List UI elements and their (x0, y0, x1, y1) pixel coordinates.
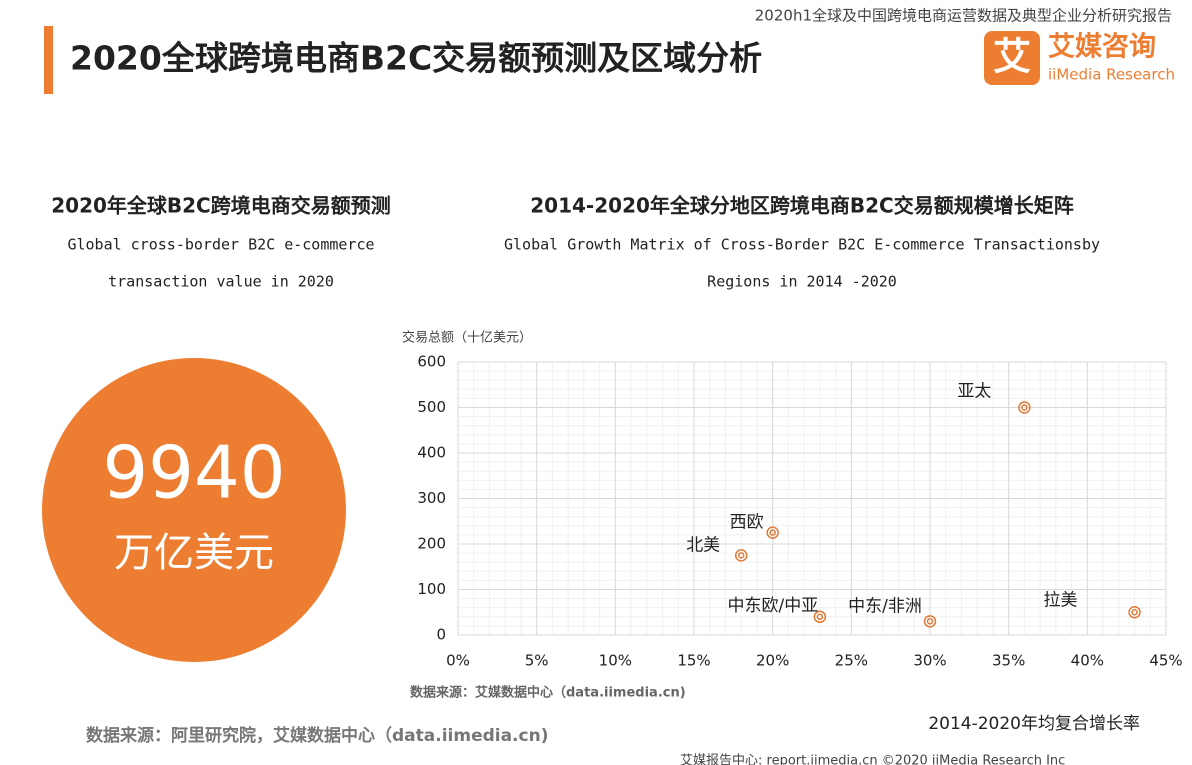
x-tick-label: 25% (835, 652, 868, 670)
y-tick-label: 200 (417, 535, 446, 553)
x-tick-label: 35% (992, 652, 1025, 670)
y-tick-label: 400 (417, 444, 446, 462)
x-tick-label: 40% (1071, 652, 1104, 670)
point-ring (1018, 401, 1031, 414)
chart-source: 数据来源：艾媒数据中心（data.iimedia.cn) (410, 685, 686, 701)
point-label: 中东欧/中亚 (727, 596, 818, 616)
logo-mark: 艾 (993, 35, 1031, 79)
y-tick-label: 0 (436, 626, 446, 644)
x-tick-label: 20% (756, 652, 789, 670)
point-ring (769, 529, 776, 536)
plot: 0% 5% 10% 15% 20% 25% 30% 35% 40% 45% 0 100 200 300 40… (417, 353, 1182, 670)
footer-source: 数据来源：阿里研究院，艾媒数据中心（data.iimedia.cn) (86, 725, 548, 746)
point-ring (816, 613, 824, 621)
title-bar (44, 26, 53, 94)
left-subtitle: Global cross-border B2C e-commerce (67, 236, 374, 254)
point (923, 615, 937, 628)
y-tick-label: 500 (417, 398, 446, 416)
point-ring (766, 526, 779, 539)
point-ring (813, 610, 827, 624)
point-ring (1131, 609, 1138, 616)
y-tick-label: 100 (417, 580, 446, 598)
y-axis-label: 交易总额（十亿美元） (402, 330, 532, 346)
logo-en: iiMedia Research (1048, 66, 1175, 84)
point-ring (737, 552, 745, 559)
value-circle (42, 358, 346, 662)
big-unit: 万亿美元 (114, 530, 274, 576)
x-tick-label: 45% (1149, 652, 1182, 670)
point-label: 北美 (686, 535, 720, 555)
x-axis-label: 2014-2020年均复合增长率 (928, 714, 1140, 734)
point (813, 610, 827, 624)
point-label: 拉美 (1044, 590, 1078, 610)
chart-subtitle: Regions in 2014 -2020 (707, 273, 897, 291)
x-tick-label: 5% (525, 652, 549, 670)
left-title: 2020年全球B2C跨境电商交易额预测 (51, 194, 391, 218)
x-tick-label: 0% (446, 652, 470, 670)
point-label: 亚太 (957, 382, 991, 402)
left-subtitle: transaction value in 2020 (108, 273, 334, 291)
y-tick-label: 600 (417, 353, 446, 371)
point-ring (1021, 404, 1028, 411)
point-ring (926, 618, 934, 625)
point-label: 中东/非洲 (848, 596, 922, 616)
point-ring (923, 615, 937, 628)
x-tick-label: 15% (677, 652, 710, 670)
chart-subtitle: Global Growth Matrix of Cross-Border B2C… (504, 236, 1100, 254)
logo-cn: 艾媒咨询 (1048, 31, 1156, 63)
x-tick-label: 10% (599, 652, 632, 670)
point-ring (1128, 606, 1141, 619)
page-title: 2020全球跨境电商B2C交易额预测及区域分析 (70, 39, 762, 78)
report-name: 2020h1全球及中国跨境电商运营数据及典型企业分析研究报告 (755, 7, 1172, 25)
y-tick-label: 300 (417, 489, 446, 507)
point (734, 549, 748, 562)
point-ring (734, 549, 748, 562)
copyright: 艾媒报告中心: report.iimedia.cn ©2020 iiMedia … (680, 754, 1065, 765)
big-value: 9940 (102, 431, 285, 515)
point (1018, 401, 1031, 414)
x-tick-label: 30% (913, 652, 946, 670)
point (766, 526, 779, 539)
point-label: 西欧 (730, 513, 764, 533)
chart-title: 2014-2020年全球分地区跨境电商B2C交易额规模增长矩阵 (530, 194, 1073, 218)
point (1128, 606, 1141, 619)
logo-box (984, 31, 1040, 85)
